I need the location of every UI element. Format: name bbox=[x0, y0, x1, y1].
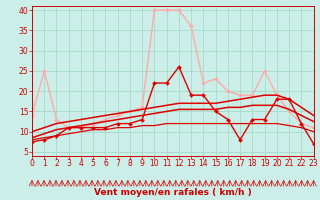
X-axis label: Vent moyen/en rafales ( km/h ): Vent moyen/en rafales ( km/h ) bbox=[94, 188, 252, 197]
